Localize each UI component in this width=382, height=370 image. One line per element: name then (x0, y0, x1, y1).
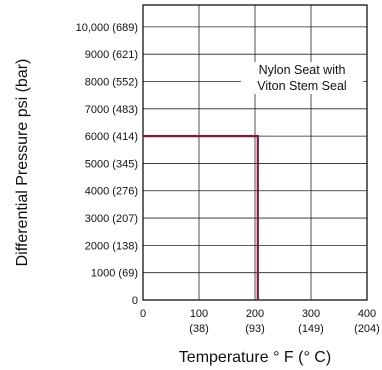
series-layer (143, 135, 259, 300)
annotation-line-2: Viton Stem Seal (257, 79, 346, 93)
x-tick-label-3: 300 (302, 308, 320, 320)
y-tick-label-10: 10,000 (689) (76, 22, 138, 34)
x-tick-label-1: 100 (190, 308, 208, 320)
annotation-box: Nylon Seat with Viton Stem Seal (241, 62, 363, 94)
y-tick-label-8: 8000 (552) (85, 76, 138, 88)
y-tick-label-6: 6000 (414) (85, 131, 138, 143)
y-tick-label-5: 5000 (345) (85, 158, 138, 170)
x-tick-label-4: 400 (358, 308, 376, 320)
x-axis-label: Temperature ° F (° C) (179, 349, 331, 366)
x-tick-label-2: 200 (246, 308, 264, 320)
y-tick-label-7: 7000 (483) (85, 104, 138, 116)
series-line-0 (143, 135, 259, 300)
x-tick-sublabel-1: (38) (189, 323, 209, 335)
plot-frame (142, 4, 368, 301)
x-tick-sublabel-2: (93) (245, 323, 265, 335)
y-axis-label: Differential Pressure psi (bar) (14, 59, 31, 267)
x-tick-sublabel-3: (149) (298, 323, 324, 335)
annotation-background (241, 62, 363, 94)
x-tick-label-0: 0 (140, 308, 146, 320)
y-tick-label-2: 2000 (138) (85, 240, 138, 252)
y-tick-label-3: 3000 (207) (85, 213, 138, 225)
y-tick-label-0: 0 (132, 295, 138, 307)
y-tick-label-1: 1000 (69) (91, 268, 138, 280)
x-tick-labels: 0 100 (38) 200 (93) 300 (149) 400 (204) (140, 308, 380, 335)
y-tick-label-4: 4000 (276) (85, 186, 138, 198)
grid (143, 5, 367, 300)
x-tick-sublabel-4: (204) (354, 323, 380, 335)
y-tick-label-9: 9000 (621) (85, 49, 138, 61)
annotation-line-1: Nylon Seat with (259, 63, 346, 77)
y-tick-labels: 0 1000 (69) 2000 (138) 3000 (207) 4000 (276)… (76, 22, 138, 307)
